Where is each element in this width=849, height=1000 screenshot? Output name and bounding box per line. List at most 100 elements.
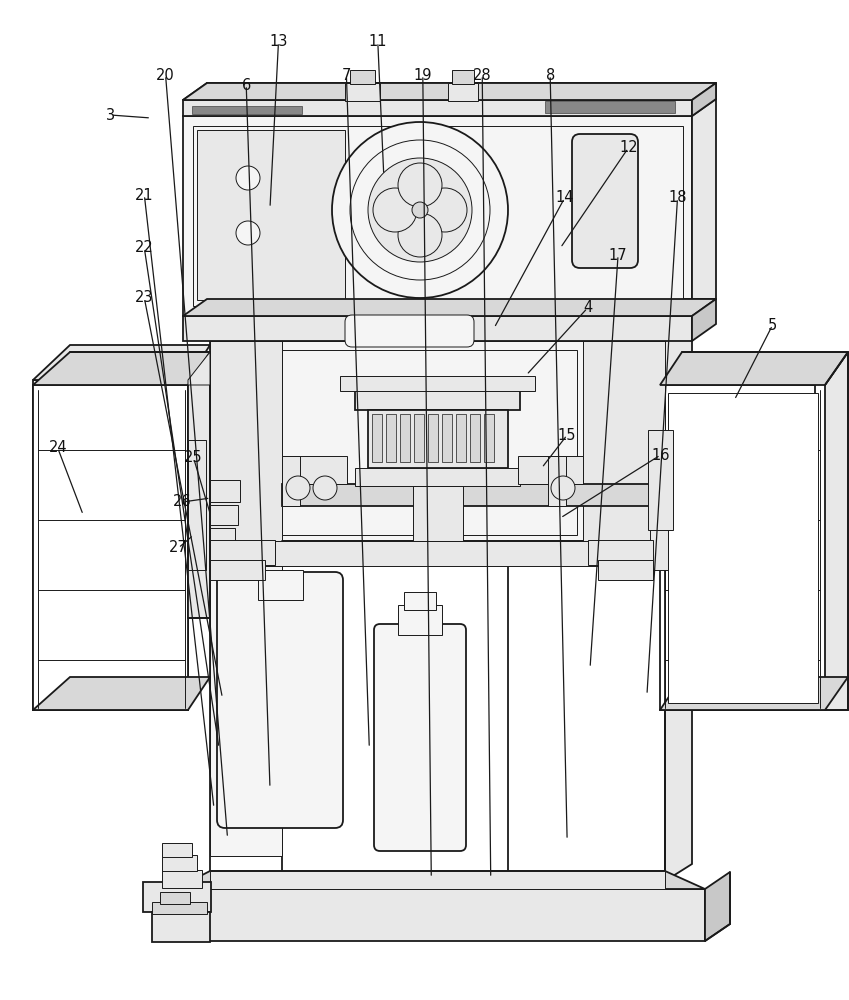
FancyBboxPatch shape [217,572,343,828]
Polygon shape [188,352,210,385]
Bar [210,540,275,565]
Bar [355,468,520,486]
Bar [210,566,282,856]
Circle shape [236,221,260,245]
Bar [484,414,494,462]
Bar [340,376,535,391]
Bar [545,101,675,113]
Bar [197,130,345,300]
Bar [210,541,665,566]
Polygon shape [183,100,692,116]
Text: 12: 12 [619,140,638,155]
Circle shape [236,166,260,190]
Polygon shape [33,677,210,710]
Bar [143,882,211,912]
Bar [282,456,347,484]
Bar [188,440,206,570]
Circle shape [350,140,490,280]
Bar [183,116,692,316]
Bar [448,83,478,101]
Bar [258,570,303,600]
Text: 23: 23 [135,290,154,306]
Text: 28: 28 [473,68,492,83]
Bar [152,912,210,942]
Bar [210,480,240,502]
Bar [162,870,202,888]
Text: 19: 19 [413,68,432,83]
Bar [368,410,508,468]
Polygon shape [825,352,848,710]
Bar [452,70,474,84]
Bar [414,414,424,462]
Bar [210,341,665,541]
Text: 7: 7 [341,68,351,83]
Bar [386,414,396,462]
Bar [225,620,335,815]
Polygon shape [692,299,716,341]
Text: 15: 15 [558,428,576,442]
Bar [442,414,452,462]
Text: 26: 26 [173,494,192,510]
Bar [404,592,436,610]
Bar [33,380,188,710]
Text: 17: 17 [609,247,627,262]
Polygon shape [692,83,716,116]
Circle shape [373,188,417,232]
Text: 11: 11 [368,34,387,49]
Circle shape [412,202,428,218]
Text: 16: 16 [651,448,670,462]
Polygon shape [665,324,692,541]
Circle shape [313,476,337,500]
FancyBboxPatch shape [345,315,474,347]
Bar [398,605,442,635]
Polygon shape [33,352,210,385]
Bar [548,456,566,506]
Bar [470,414,480,462]
Bar [345,83,380,101]
Bar [162,855,197,871]
Circle shape [332,122,508,298]
Bar [175,889,705,941]
Bar [428,414,438,462]
Text: 6: 6 [242,78,250,93]
Bar [598,560,653,580]
Polygon shape [188,352,210,618]
Text: 20: 20 [156,68,175,83]
Polygon shape [33,345,210,380]
Text: 8: 8 [546,68,554,83]
Bar [372,414,382,462]
Polygon shape [692,99,716,316]
Text: 21: 21 [135,188,154,202]
FancyBboxPatch shape [572,134,638,268]
Bar [648,430,673,530]
Bar [456,414,466,462]
Bar [413,486,463,541]
Polygon shape [705,872,730,941]
Bar [152,902,207,914]
Circle shape [398,213,442,257]
Bar [210,505,238,525]
Text: 5: 5 [768,318,777,332]
Circle shape [368,158,472,262]
Bar [518,456,583,484]
Bar [210,560,265,580]
Bar [162,843,192,857]
Bar [210,541,665,881]
Circle shape [551,476,575,500]
FancyBboxPatch shape [374,624,466,851]
Bar [588,540,653,565]
Text: 4: 4 [583,300,592,316]
Text: 25: 25 [184,450,203,466]
Polygon shape [183,299,716,316]
Text: 27: 27 [169,540,188,556]
Polygon shape [660,352,848,385]
Bar [282,484,662,506]
Polygon shape [175,871,705,889]
Text: 3: 3 [106,107,115,122]
Text: 18: 18 [668,190,687,206]
Text: 13: 13 [269,34,288,49]
Bar [192,106,302,114]
Circle shape [398,163,442,207]
Bar [160,892,190,904]
Bar [183,316,692,341]
